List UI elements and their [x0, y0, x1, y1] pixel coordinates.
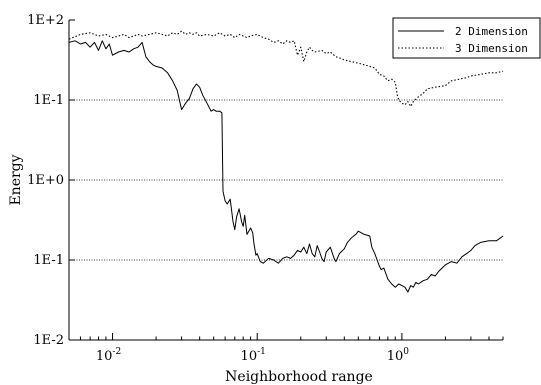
x-tick-label: 100: [387, 347, 410, 364]
x-ticks: 10-2 10-1 100: [68, 333, 504, 364]
y-tick-label: 1E+2: [27, 13, 64, 28]
y-tick-label: 1E-2: [33, 333, 64, 348]
y-axis-label: Energy: [8, 154, 24, 205]
legend-label-3d: 3 Dimension: [455, 42, 528, 55]
legend-box: [392, 17, 541, 59]
series-line-3d: [68, 30, 504, 107]
y-tick-label: 1E-1: [33, 93, 64, 108]
y-ticks: 1E+2 1E-1 1E+0 1E-1 1E-2: [27, 13, 75, 348]
legend: 2 Dimension 3 Dimension: [392, 17, 541, 59]
legend-label-2d: 2 Dimension: [455, 25, 528, 38]
series-layer: [68, 30, 504, 293]
y-tick-label: 1E-1: [33, 253, 64, 268]
gridlines: [69, 99, 503, 261]
y-tick-label: 1E+0: [27, 173, 64, 188]
x-tick-label: 10-1: [241, 347, 266, 364]
x-tick-label: 10-2: [96, 347, 121, 364]
series-line-2d: [68, 40, 504, 293]
x-axis-label: Neighborhood range: [225, 369, 373, 385]
